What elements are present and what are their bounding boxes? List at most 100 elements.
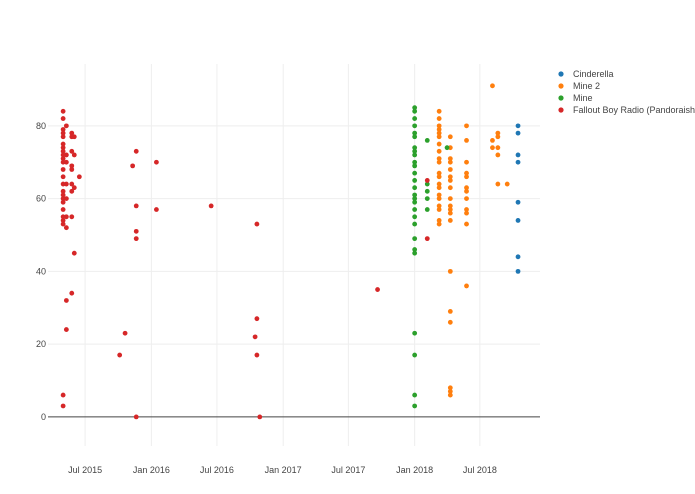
data-point (436, 185, 442, 191)
legend[interactable]: Cinderella Mine 2 Mine Fallout Boy Radio (P… (558, 69, 695, 115)
data-point (69, 163, 75, 169)
data-point (424, 178, 430, 183)
data-point (412, 392, 418, 398)
points-layer (60, 83, 521, 420)
data-point (495, 130, 501, 136)
data-point (133, 236, 139, 242)
legend-marker (558, 107, 564, 113)
legend-item[interactable]: Fallout Boy Radio (Pandoraish) (558, 105, 695, 115)
data-point (60, 167, 66, 172)
data-point (436, 221, 442, 227)
data-point (412, 330, 418, 336)
legend-label: Cinderella (573, 69, 614, 79)
data-point (60, 116, 66, 121)
y-tick-label: 60 (36, 194, 46, 204)
data-point (464, 170, 469, 176)
data-point (412, 352, 418, 358)
data-point (412, 130, 418, 136)
data-point (254, 352, 260, 358)
data-point (412, 196, 418, 202)
data-point (464, 221, 469, 227)
data-point (424, 207, 430, 212)
data-point (154, 159, 159, 165)
data-point (60, 188, 66, 194)
data-point (447, 319, 453, 325)
data-point (436, 108, 442, 114)
data-point (63, 159, 69, 165)
data-point (464, 185, 469, 191)
data-point (515, 199, 521, 205)
data-point (63, 123, 69, 129)
legend-item[interactable]: Cinderella (558, 69, 614, 79)
data-point (122, 330, 128, 336)
data-point (412, 134, 418, 140)
legend-marker (558, 83, 564, 89)
legend-label: Mine 2 (573, 81, 600, 91)
data-point (412, 105, 418, 111)
data-point (60, 141, 66, 147)
data-point (447, 134, 453, 140)
data-point (447, 207, 453, 212)
data-point (69, 290, 75, 296)
data-point (208, 203, 214, 209)
legend-item[interactable]: Mine 2 (558, 81, 600, 91)
data-point (60, 145, 66, 151)
data-point (69, 181, 75, 187)
data-point (515, 254, 521, 260)
data-point (515, 130, 521, 136)
y-tick-label: 40 (36, 266, 46, 276)
data-point (447, 385, 453, 391)
data-point (436, 123, 442, 129)
data-point (69, 214, 75, 220)
data-point (133, 203, 139, 209)
data-point (412, 221, 418, 227)
data-point (447, 185, 453, 191)
data-point (515, 268, 521, 274)
data-point (63, 214, 69, 220)
data-point (464, 159, 469, 165)
data-point (60, 156, 66, 161)
data-point (60, 403, 66, 409)
data-point (412, 403, 418, 409)
data-point (464, 207, 469, 212)
data-point (436, 159, 442, 165)
x-tick-label: Jul 2015 (68, 465, 102, 475)
data-point (63, 327, 69, 332)
data-point (130, 163, 136, 169)
data-point (447, 167, 453, 172)
data-point (133, 414, 139, 420)
data-point (436, 174, 442, 180)
y-tick-label: 20 (36, 339, 46, 349)
data-point (60, 130, 66, 136)
grid-layer (48, 64, 540, 446)
legend-item[interactable]: Mine (558, 93, 593, 103)
data-point (63, 196, 69, 202)
data-point (495, 152, 501, 158)
data-point (63, 298, 69, 303)
data-point (69, 130, 75, 136)
data-point (447, 308, 453, 314)
data-point (464, 174, 469, 180)
data-point (412, 148, 418, 154)
data-point (412, 108, 418, 114)
data-point (412, 247, 418, 252)
data-point (444, 145, 450, 151)
data-point (257, 414, 263, 420)
series-2 (412, 105, 450, 409)
data-point (436, 207, 442, 212)
data-point (60, 174, 66, 180)
data-point (464, 283, 469, 289)
x-tick-label: Jan 2017 (265, 465, 302, 475)
data-point (412, 199, 418, 205)
data-point (464, 188, 469, 194)
data-point (60, 221, 66, 227)
data-point (436, 170, 442, 176)
data-point (133, 228, 139, 234)
data-point (60, 127, 66, 132)
data-point (69, 148, 75, 154)
data-point (412, 185, 418, 191)
data-point (436, 116, 442, 121)
data-point (464, 210, 469, 216)
data-point (490, 138, 495, 143)
